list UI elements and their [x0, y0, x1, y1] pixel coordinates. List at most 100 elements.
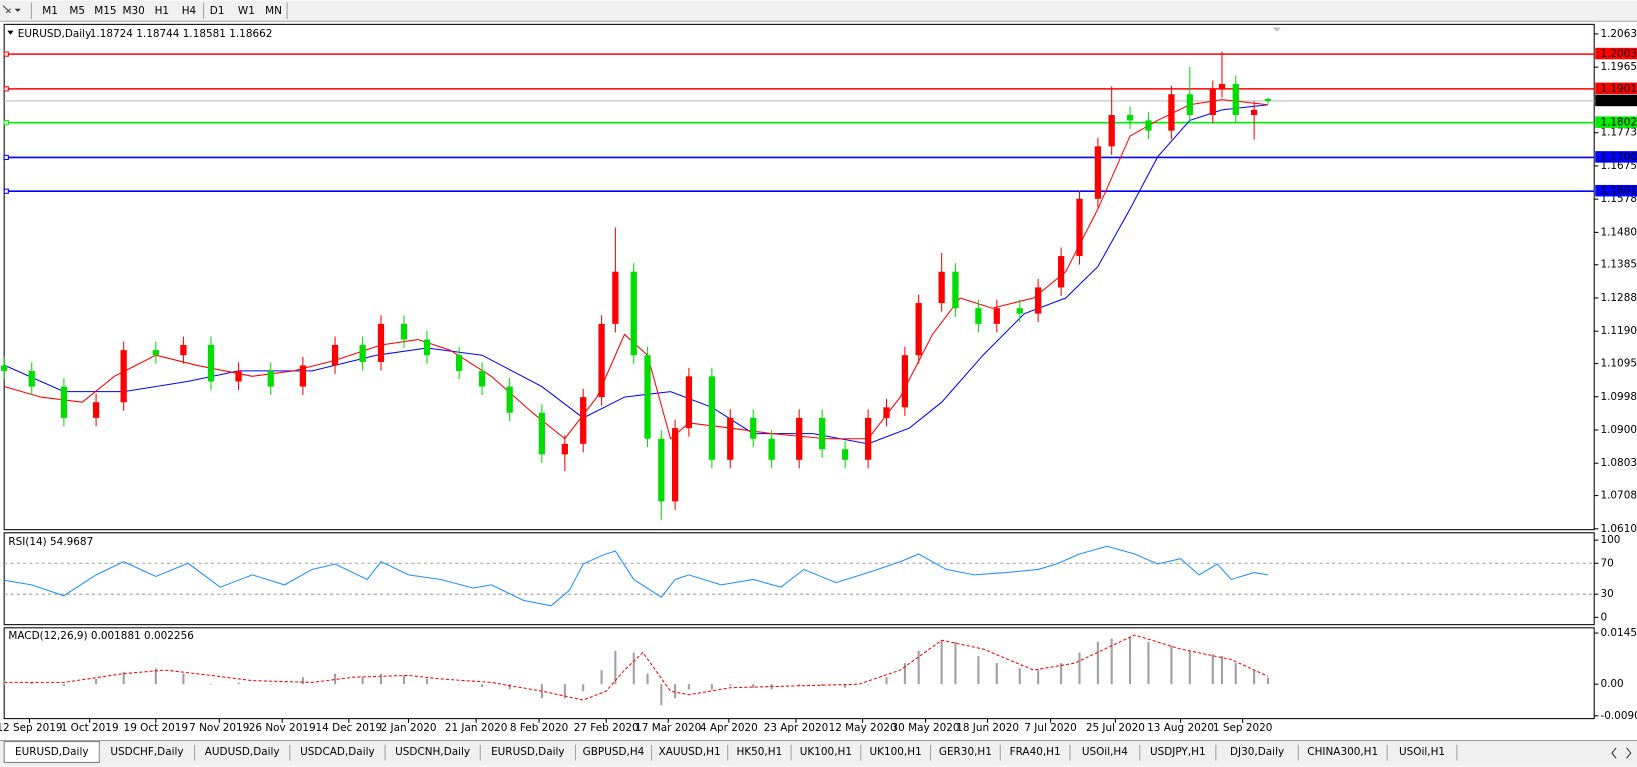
chart-tab[interactable]: GBPUSD,H4 — [583, 746, 645, 758]
macd-bar — [237, 682, 240, 685]
candle-body — [1108, 114, 1115, 147]
macd-bar — [402, 675, 406, 685]
candle-body — [1076, 198, 1083, 257]
macd-bar — [1147, 641, 1150, 685]
timeframe-button[interactable]: M15 — [94, 5, 116, 17]
timeframe-button[interactable]: W1 — [238, 5, 255, 17]
timeframe-button[interactable]: M30 — [122, 5, 144, 17]
candle-body — [938, 271, 945, 304]
candle-body — [598, 323, 605, 398]
macd-bar — [977, 656, 980, 685]
price-level-handle[interactable] — [3, 154, 9, 161]
tab-scroll[interactable] — [1611, 747, 1632, 759]
timeframe-button[interactable]: M1 — [42, 5, 58, 17]
candle-body — [152, 350, 159, 356]
x-tick-label: 21 Jan 2020 — [445, 722, 508, 734]
macd-signal — [4, 634, 1269, 701]
macd-bar — [563, 684, 566, 699]
timeframe-button[interactable]: H4 — [182, 5, 197, 17]
chart-tab[interactable]: USDCNH,Daily — [395, 746, 470, 758]
macd-bar — [632, 652, 635, 685]
rsi-title: RSI(14) 54.9687 — [8, 536, 93, 548]
tab-scroll-right[interactable] — [1626, 747, 1632, 759]
bid-label: 1.18662 — [1600, 95, 1637, 107]
chart-tab[interactable]: USDCAD,Daily — [300, 746, 375, 758]
y-tick-label: 100 — [1600, 534, 1620, 546]
candle-body — [915, 303, 922, 356]
price-level-handle[interactable] — [3, 51, 9, 57]
x-tick-label: 18 Jun 2020 — [956, 722, 1019, 734]
chart-tab[interactable]: USOil,H4 — [1082, 746, 1128, 758]
price-level-handle[interactable] — [3, 188, 9, 194]
x-tick-label: 27 Feb 2020 — [574, 722, 639, 734]
macd-bar — [614, 650, 617, 685]
candle-body — [1209, 89, 1216, 115]
y-tick-label: 1.20630 — [1600, 28, 1637, 40]
chart-tab[interactable]: USDJPY,H1 — [1150, 746, 1206, 758]
timeframe-button[interactable]: H1 — [155, 5, 170, 17]
macd-bar — [940, 640, 943, 685]
x-tick-label: 8 Feb 2020 — [510, 722, 568, 734]
macd-panel — [3, 627, 1595, 720]
chart-tab[interactable]: EURUSD,Daily — [15, 746, 89, 758]
macd-title: MACD(12,26,9) 0.001881 0.002256 — [8, 630, 194, 642]
candle-body — [538, 412, 545, 455]
candle-body — [952, 271, 959, 309]
candle-body — [92, 402, 100, 418]
price-level-handle[interactable] — [3, 120, 9, 126]
tool-icon[interactable] — [2, 5, 11, 14]
candle-body — [671, 428, 679, 502]
candle-body — [506, 386, 513, 413]
macd-bar — [379, 673, 383, 685]
chart-tab[interactable]: CHINA300,H1 — [1307, 746, 1378, 758]
chart-symbol: EURUSD,Daily — [18, 28, 92, 40]
candle-body — [864, 417, 872, 460]
chart-tab[interactable]: GER30,H1 — [939, 746, 992, 758]
x-tick-label: 7 Nov 2019 — [189, 722, 249, 734]
chart-tab[interactable]: USOil,H1 — [1399, 746, 1445, 758]
x-tick-label: 2 Jan 2020 — [381, 722, 437, 734]
y-tick-label: 0 — [1600, 611, 1607, 623]
candle-body — [120, 350, 127, 403]
x-tick-label: 23 Apr 2020 — [764, 722, 829, 734]
macd-bar — [508, 684, 511, 690]
macd-bar — [154, 668, 157, 685]
chart-tab[interactable]: HK50,H1 — [736, 746, 782, 758]
candle-body — [1145, 120, 1152, 131]
candle-body — [1016, 308, 1023, 314]
y-tick-label: 1.19655 — [1600, 61, 1637, 73]
price-level-label-bg — [1595, 47, 1637, 60]
chart-tab[interactable]: DJ30,Daily — [1230, 746, 1284, 758]
candle-body — [612, 271, 619, 324]
macd-bar — [729, 684, 732, 686]
chart-tab[interactable]: EURUSD,Daily — [491, 746, 565, 758]
macd-bar — [1211, 654, 1214, 685]
price-level-handle[interactable] — [3, 86, 9, 92]
tool-dropdown[interactable] — [14, 8, 21, 12]
macd-bar — [1253, 670, 1256, 685]
chart-tab[interactable]: FRA40,H1 — [1010, 746, 1061, 758]
symbol-menu-arrow[interactable] — [7, 30, 14, 35]
timeframe-button[interactable]: D1 — [210, 5, 225, 17]
macd-bar — [1234, 663, 1237, 685]
macd-bar — [867, 684, 870, 685]
macd-bar — [62, 684, 65, 686]
candle-body — [842, 449, 849, 460]
x-tick-label: 1 Sep 2020 — [1213, 722, 1273, 734]
macd-bar — [903, 663, 906, 685]
chart-tab[interactable]: USDCHF,Daily — [110, 746, 183, 758]
chart-tab[interactable]: XAUUSD,H1 — [659, 746, 721, 758]
price-level-label-bg — [1595, 82, 1637, 95]
price-level-label: 1.17005 — [1600, 151, 1637, 163]
price-level-label-bg — [1595, 151, 1637, 163]
tab-scroll-left[interactable] — [1611, 747, 1617, 759]
y-tick-label: 1.17730 — [1600, 127, 1637, 139]
timeframe-button[interactable]: MN — [265, 5, 282, 17]
chart-tab[interactable]: UK100,H1 — [800, 746, 852, 758]
candle-body — [708, 376, 716, 460]
macd-bar — [301, 677, 304, 685]
timeframe-button[interactable]: M5 — [69, 5, 85, 17]
chart-tab[interactable]: UK100,H1 — [870, 746, 922, 758]
chart-tab[interactable]: AUDUSD,Daily — [205, 746, 280, 758]
macd-bar — [334, 673, 337, 685]
